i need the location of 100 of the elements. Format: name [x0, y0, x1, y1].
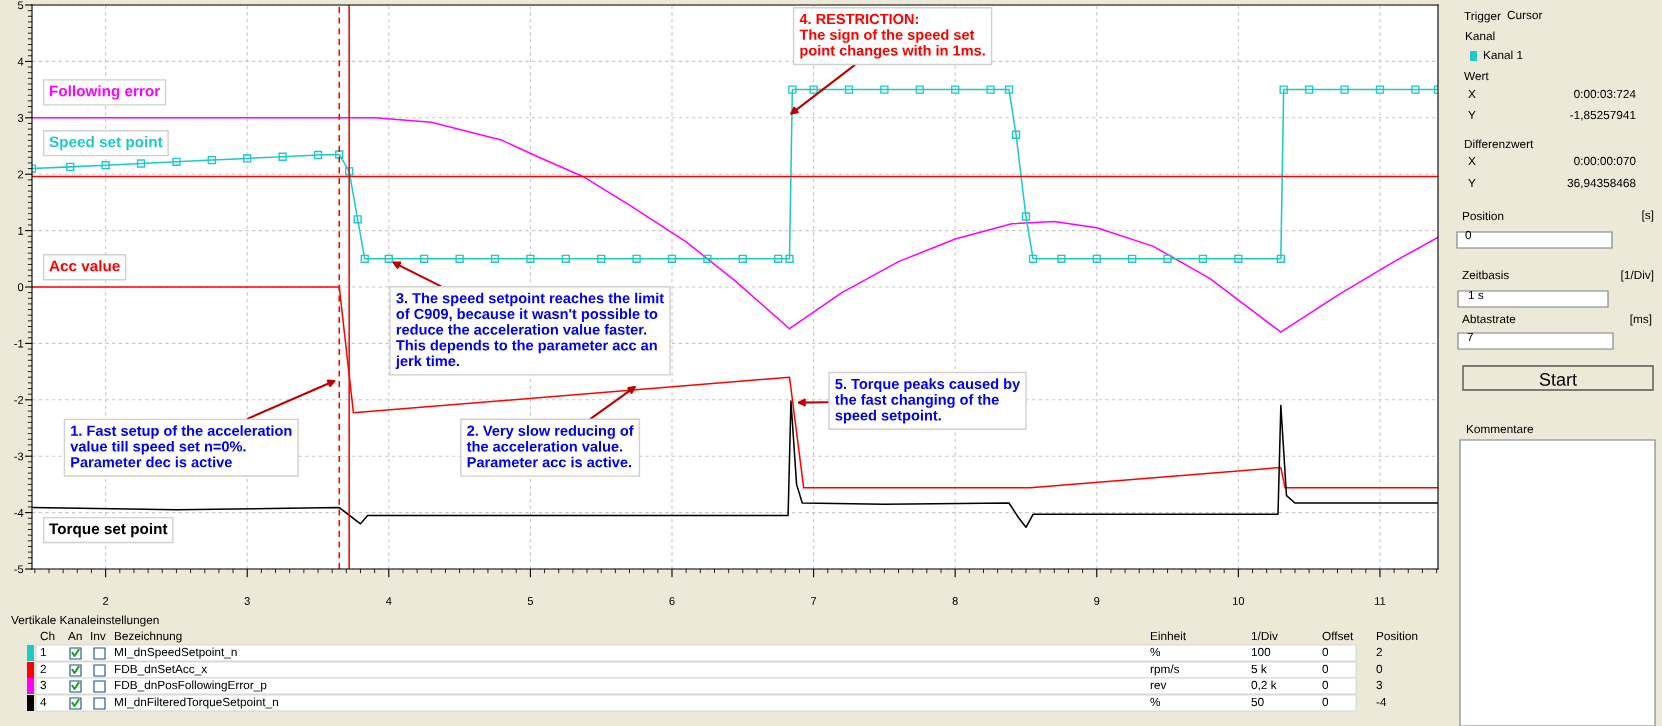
text: Zeitbasis — [1462, 270, 1509, 280]
point — [1127, 254, 1137, 263]
y-tick-label: -5 — [14, 565, 24, 574]
point — [420, 254, 429, 263]
text: 1 s — [1468, 290, 1484, 300]
point — [526, 254, 535, 263]
point — [66, 162, 75, 172]
text: 0,2 k — [1251, 680, 1277, 691]
series-label: Torque set point — [49, 522, 168, 538]
point — [243, 154, 252, 163]
point — [335, 150, 344, 159]
point — [809, 85, 818, 94]
point — [738, 254, 747, 263]
text: -1,85257941 — [1570, 110, 1636, 121]
text: 1 — [40, 647, 46, 657]
point — [915, 85, 924, 94]
annotation: 1. Fast setup of the acceleration value till speed set n=0%. Parameter dec is active — [70, 425, 292, 468]
text: 4 — [40, 697, 47, 707]
text: 3 — [40, 680, 47, 690]
point — [703, 254, 712, 263]
text: Kanal 1 — [1483, 50, 1523, 60]
point — [360, 254, 369, 263]
text: 1/Div — [1251, 631, 1278, 641]
text: 5 k — [1251, 664, 1267, 674]
text: 0:00:03:724 — [1574, 89, 1636, 99]
text: -4 — [1376, 697, 1387, 707]
text: 7 — [1467, 332, 1473, 342]
point — [632, 254, 641, 263]
point — [490, 254, 500, 263]
text: Cursor — [1507, 10, 1543, 20]
point — [1279, 85, 1288, 94]
annotation: 3. The speed setpoint reaches the limit of C909, because it wasn't possible to reduce the acceleration value faster. This depends to the parameter acc an jerk time. — [395, 292, 664, 370]
x-tick-label: 6 — [669, 597, 675, 605]
text: X — [1468, 156, 1476, 166]
text: Y — [1468, 178, 1476, 188]
x-tick-label: 5 — [527, 597, 534, 605]
point — [785, 254, 794, 263]
point — [172, 157, 181, 166]
text: An — [68, 631, 82, 641]
text: Y — [1468, 110, 1476, 120]
x-tick-label: 4 — [385, 597, 392, 605]
point — [1011, 130, 1021, 139]
point — [1234, 254, 1243, 263]
point — [1375, 85, 1385, 94]
series-label: Following error — [50, 85, 160, 100]
x-tick-label: 11 — [1375, 597, 1386, 605]
text: Inv — [91, 631, 106, 641]
point — [774, 254, 783, 263]
x-tick-label: 8 — [952, 597, 958, 605]
text: MI_dnSpeedSetpoint_n — [114, 647, 237, 659]
text: % — [1150, 697, 1161, 707]
point — [1021, 212, 1031, 221]
text: 0 — [1322, 680, 1329, 690]
x-tick-label: 7 — [811, 597, 817, 605]
y-tick-label: -3 — [14, 452, 24, 461]
point — [1304, 85, 1314, 94]
text: 0 — [1376, 664, 1383, 674]
y-tick-label: 0 — [17, 283, 24, 292]
y-tick-label: -4 — [14, 508, 24, 517]
text: Kommentare — [1466, 424, 1534, 434]
point — [1092, 254, 1101, 263]
text: 0 — [1322, 647, 1329, 657]
text: FDB_dnPosFollowingError_p — [114, 680, 267, 692]
text: Offset — [1322, 631, 1354, 641]
point — [1004, 85, 1014, 94]
text: Position — [1462, 211, 1504, 221]
point — [384, 254, 393, 263]
text: Differenzwert — [1464, 139, 1534, 149]
x-tick-label: 9 — [1094, 597, 1100, 605]
y-tick-label: 3 — [17, 114, 24, 122]
text: Start — [1539, 373, 1577, 386]
text: 0 — [1322, 697, 1329, 707]
text: 0 — [1465, 230, 1472, 240]
text: Vertikale Kanaleinstellungen — [11, 615, 159, 627]
text: 0 — [1322, 664, 1329, 674]
y-tick-label: 4 — [17, 57, 24, 66]
text: 36,94358468 — [1567, 178, 1636, 189]
point — [1057, 254, 1066, 263]
text: Bezeichnung — [114, 631, 182, 643]
point — [951, 85, 960, 94]
point — [1198, 254, 1208, 263]
point — [667, 254, 677, 263]
text: Kanal — [1465, 31, 1495, 41]
text: 2 — [40, 664, 46, 674]
text: % — [1150, 647, 1161, 657]
text: [1/Div] — [1621, 270, 1654, 282]
point — [597, 254, 606, 263]
text: X — [1468, 89, 1476, 99]
text: MI_dnFilteredTorqueSetpoint_n — [114, 697, 278, 709]
text: rev — [1150, 682, 1167, 690]
point — [101, 161, 110, 170]
point — [313, 150, 323, 160]
text: Einheit — [1150, 631, 1187, 641]
text: 2 — [1376, 647, 1382, 657]
annotation: 2. Very slow reducing of the acceleration value. Parameter acc is active. — [466, 425, 634, 468]
text: 3 — [1376, 680, 1383, 690]
point — [1163, 254, 1172, 263]
series-label: Acc value — [49, 260, 120, 272]
point — [1276, 254, 1286, 263]
line-series — [32, 117, 1438, 333]
